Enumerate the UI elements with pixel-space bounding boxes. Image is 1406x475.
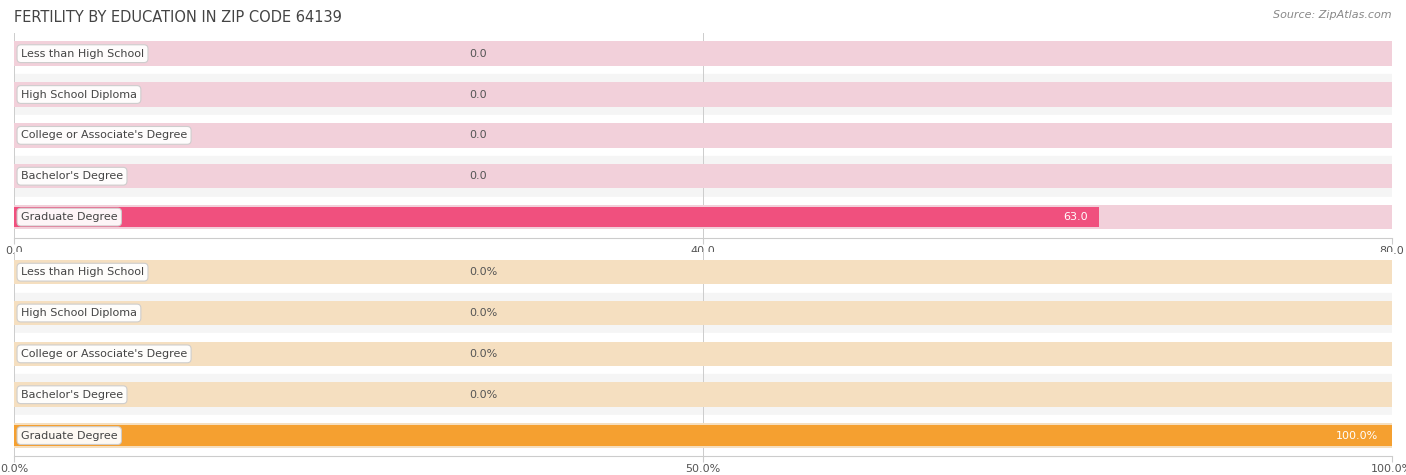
Text: 0.0: 0.0 xyxy=(468,130,486,141)
Text: 63.0: 63.0 xyxy=(1064,212,1088,222)
Bar xyxy=(14,333,1392,374)
Text: 0.0%: 0.0% xyxy=(468,349,496,359)
Text: 0.0: 0.0 xyxy=(468,171,486,181)
Bar xyxy=(14,82,1392,107)
Bar xyxy=(14,260,1392,285)
Bar xyxy=(14,382,1392,407)
Bar xyxy=(14,415,1392,456)
Text: Less than High School: Less than High School xyxy=(21,48,143,59)
Text: FERTILITY BY EDUCATION IN ZIP CODE 64139: FERTILITY BY EDUCATION IN ZIP CODE 64139 xyxy=(14,10,342,25)
Bar xyxy=(14,197,1392,238)
Bar xyxy=(14,301,1392,325)
Text: 0.0%: 0.0% xyxy=(468,308,496,318)
Text: 100.0%: 100.0% xyxy=(1336,430,1378,441)
Bar xyxy=(14,423,1392,448)
Bar xyxy=(14,426,1392,446)
Bar xyxy=(14,374,1392,415)
Text: Bachelor's Degree: Bachelor's Degree xyxy=(21,171,124,181)
Text: High School Diploma: High School Diploma xyxy=(21,308,136,318)
Bar xyxy=(14,156,1392,197)
Text: 0.0: 0.0 xyxy=(468,89,486,100)
Bar xyxy=(14,123,1392,148)
Text: Source: ZipAtlas.com: Source: ZipAtlas.com xyxy=(1274,10,1392,19)
Bar xyxy=(14,205,1392,229)
Text: Bachelor's Degree: Bachelor's Degree xyxy=(21,390,124,400)
Text: 0.0%: 0.0% xyxy=(468,267,496,277)
Text: Graduate Degree: Graduate Degree xyxy=(21,430,118,441)
Text: College or Associate's Degree: College or Associate's Degree xyxy=(21,130,187,141)
Bar xyxy=(14,41,1392,66)
Bar xyxy=(14,33,1392,74)
Text: Graduate Degree: Graduate Degree xyxy=(21,212,118,222)
Bar xyxy=(14,252,1392,293)
Bar xyxy=(14,342,1392,366)
Text: College or Associate's Degree: College or Associate's Degree xyxy=(21,349,187,359)
Bar xyxy=(14,207,1099,228)
Text: 0.0: 0.0 xyxy=(468,48,486,59)
Text: High School Diploma: High School Diploma xyxy=(21,89,136,100)
Text: 0.0%: 0.0% xyxy=(468,390,496,400)
Bar xyxy=(14,74,1392,115)
Bar xyxy=(14,164,1392,189)
Bar xyxy=(14,115,1392,156)
Bar xyxy=(14,293,1392,333)
Text: Less than High School: Less than High School xyxy=(21,267,143,277)
